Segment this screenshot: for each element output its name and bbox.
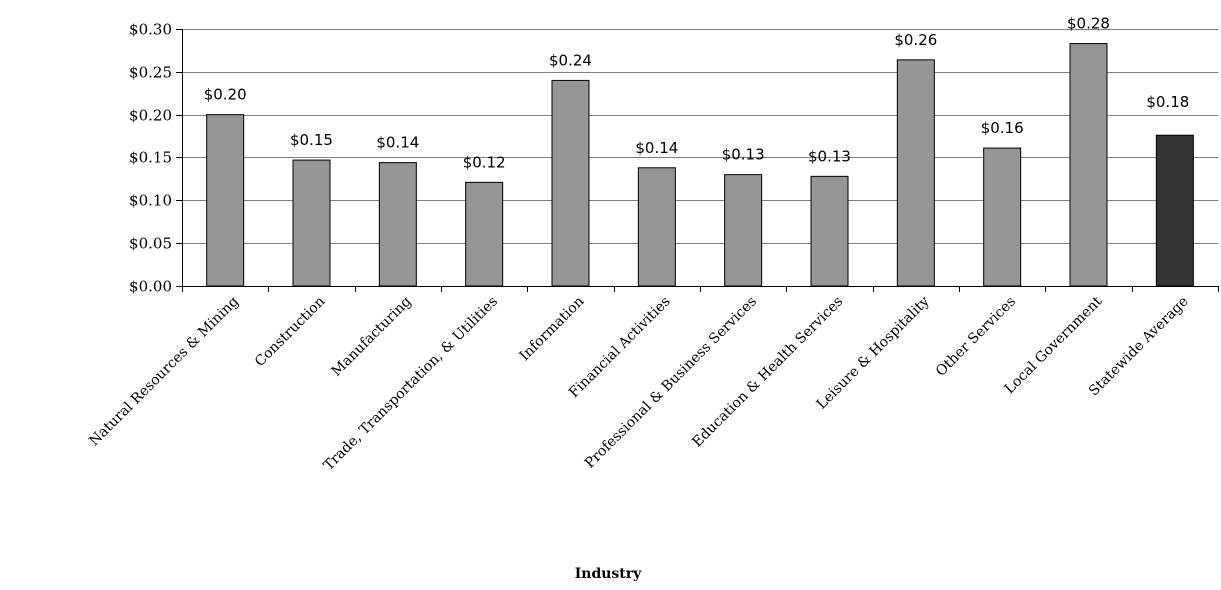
bar-11 (1155, 134, 1194, 287)
bar-5 (637, 167, 676, 287)
data-label-7: $0.13 (808, 147, 851, 165)
category-label-11: Statewide Average (1086, 294, 1192, 400)
category-label-1: Construction (252, 294, 328, 370)
axes: $0.00 $0.05 $0.10 $0.15 $0.20 $0.25 $0.30 (129, 21, 1219, 296)
data-labels: $0.20 $0.15 $0.14 $0.12 $0.24 $0.14 $0.13 $0.13… (204, 15, 1190, 172)
y-tick-label: $0.00 (129, 278, 172, 296)
data-label-2: $0.14 (376, 134, 419, 152)
bar-1 (292, 159, 331, 287)
data-label-8: $0.26 (894, 31, 937, 49)
category-label-10: Local Government (1002, 293, 1106, 397)
data-label-6: $0.13 (722, 146, 765, 164)
category-labels: Natural Resources & Mining Construction Ma… (86, 293, 1191, 474)
category-label-0: Natural Resources & Mining (86, 293, 242, 449)
bar-7 (810, 175, 849, 287)
bar-8 (896, 59, 935, 287)
data-label-1: $0.15 (290, 131, 333, 149)
category-label-2: Manufacturing (328, 293, 414, 379)
bars (206, 43, 1194, 287)
bar-3 (465, 181, 504, 287)
gridlines (182, 29, 1218, 244)
data-label-10: $0.28 (1067, 15, 1110, 33)
category-label-4: Information (517, 294, 588, 365)
data-label-5: $0.14 (635, 139, 678, 157)
bar-2 (378, 162, 417, 287)
data-label-3: $0.12 (463, 153, 506, 171)
bar-4 (551, 79, 590, 287)
bar-0 (206, 114, 245, 287)
data-label-11: $0.18 (1146, 93, 1189, 111)
bar-9 (983, 147, 1022, 287)
category-label-9: Other Services (933, 294, 1019, 380)
bar-10 (1069, 43, 1108, 287)
y-tick-label: $0.05 (129, 235, 172, 253)
category-label-6: Professional & Business Services (582, 294, 760, 472)
y-tick-label: $0.20 (129, 107, 172, 125)
y-tick-label: $0.15 (129, 149, 172, 167)
y-tick-label: $0.10 (129, 192, 172, 210)
category-label-3: Trade, Transportation, & Utilities (321, 294, 501, 474)
y-tick-label: $0.25 (129, 64, 172, 82)
bar-6 (724, 174, 763, 287)
category-label-7: Education & Health Services (689, 294, 846, 451)
y-tick-label: $0.30 (129, 21, 172, 39)
x-axis-title: Industry (575, 566, 642, 582)
data-label-4: $0.24 (549, 51, 592, 69)
data-label-9: $0.16 (981, 119, 1024, 137)
data-label-0: $0.20 (204, 86, 247, 104)
